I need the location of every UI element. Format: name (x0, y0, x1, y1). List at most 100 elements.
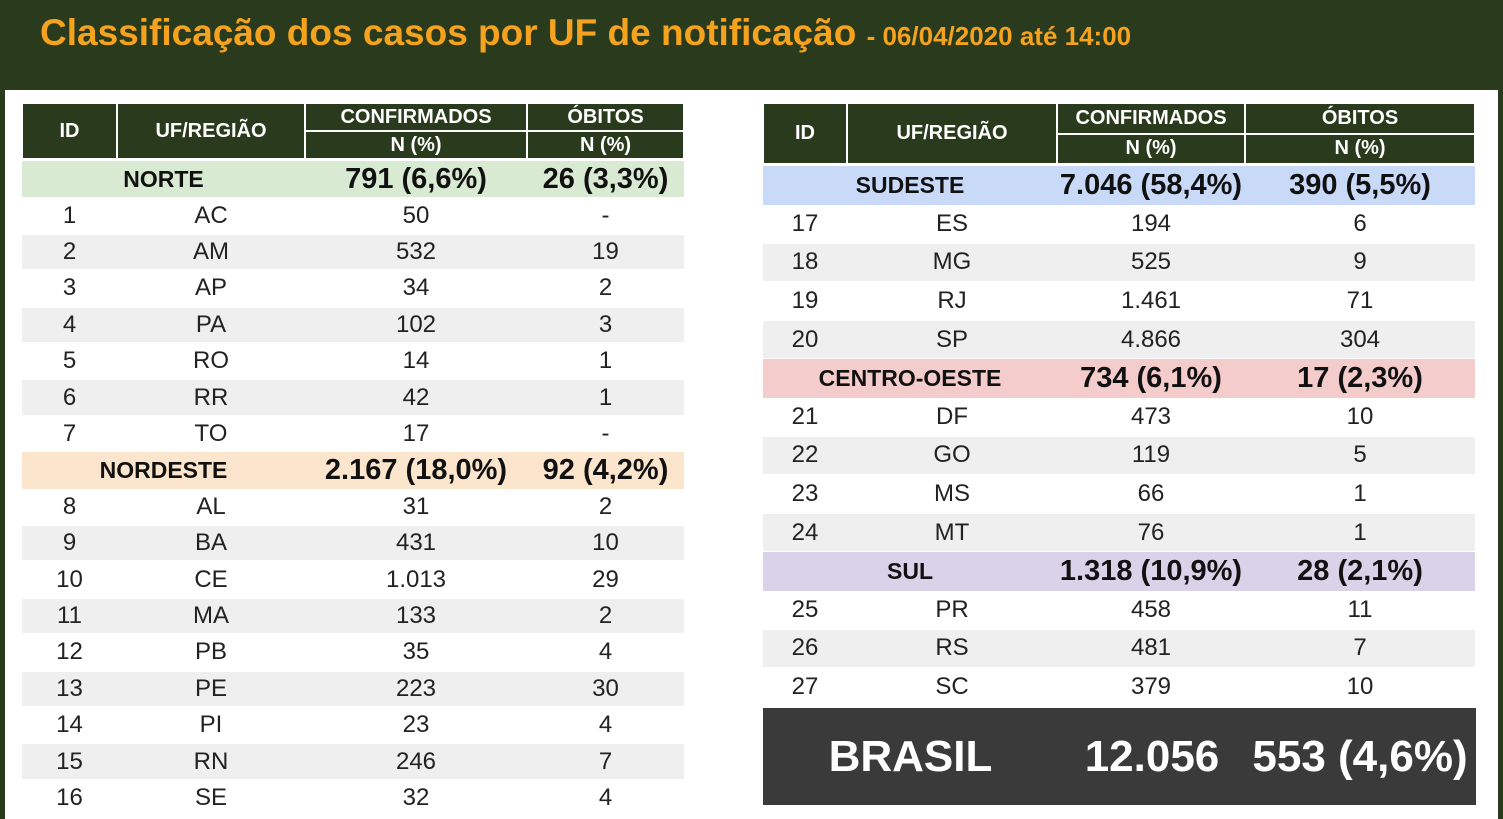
cell-uf: PI (199, 711, 223, 739)
cell-id: 6 (62, 383, 77, 411)
cell-uf: MA (193, 601, 229, 629)
cell-id: 15 (56, 747, 83, 775)
cell-uf: AP (194, 274, 227, 302)
cell-deaths: 1 (598, 347, 613, 375)
region-row (763, 166, 1475, 205)
region-confirmed: 791 (6,6%) (345, 162, 487, 195)
row-stripe (763, 321, 1475, 358)
row-stripe (22, 380, 684, 415)
cell-uf: BA (194, 529, 227, 557)
cell-confirmed: 76 (1137, 518, 1165, 546)
cell-deaths: 2 (598, 601, 613, 629)
cell-confirmed: 481 (1130, 634, 1172, 662)
cell-id: 26 (791, 634, 819, 662)
cell-uf: PE (194, 674, 227, 702)
cell-confirmed: 34 (402, 274, 430, 302)
cell-uf: DF (936, 402, 968, 430)
cell-id: 24 (791, 518, 819, 546)
cell-id: 14 (56, 711, 83, 739)
cell-id: 17 (791, 209, 819, 237)
cell-deaths: 4 (598, 783, 613, 811)
cell-confirmed: 1.461 (1120, 287, 1182, 315)
cell-id: 16 (56, 783, 83, 811)
header-id: ID (22, 103, 117, 159)
header-uf: UF/REGIÃO (117, 103, 305, 159)
header-confirmed-unit: N (%) (305, 131, 527, 159)
cell-deaths: 6 (1353, 209, 1367, 237)
title: Classificação dos casos por UF de notifi… (40, 12, 857, 53)
cell-deaths: - (601, 201, 610, 229)
cell-id: 19 (791, 287, 819, 315)
cell-deaths: 10 (1346, 673, 1374, 701)
cell-id: 2 (62, 237, 77, 265)
cell-uf: RR (193, 383, 229, 411)
cell-confirmed: 31 (402, 492, 430, 520)
cell-id: 11 (57, 601, 82, 629)
cell-id: 27 (791, 673, 819, 701)
region-deaths: 92 (4,2%) (542, 453, 669, 486)
header-id: ID (763, 103, 847, 164)
cell-id: 22 (791, 441, 819, 469)
cell-deaths: 19 (592, 237, 619, 265)
cell-uf: MS (934, 480, 970, 508)
cell-id: 18 (791, 248, 819, 276)
total-confirmed: 12.056 (1084, 731, 1220, 781)
cell-id: 13 (56, 674, 83, 702)
cell-uf: TO (194, 419, 228, 447)
cell-id: 8 (62, 492, 77, 520)
cell-confirmed: 23 (402, 711, 430, 739)
region-row (763, 552, 1475, 591)
region-row (22, 452, 684, 489)
cell-deaths: 2 (598, 274, 613, 302)
cell-deaths: 1 (1353, 480, 1367, 508)
cell-uf: RN (193, 747, 229, 775)
cell-confirmed: 35 (402, 638, 430, 666)
region-row (763, 359, 1475, 398)
row-stripe (22, 598, 684, 634)
cell-uf: PR (935, 595, 969, 623)
cell-confirmed: 102 (395, 310, 437, 338)
cell-deaths: - (601, 419, 610, 447)
cell-deaths: 1 (598, 383, 613, 411)
row-stripe (763, 630, 1475, 667)
subtitle: - 06/04/2020 até 14:00 (866, 21, 1132, 51)
header-deaths: ÓBITOS (1245, 103, 1475, 134)
cell-id: 10 (56, 565, 83, 593)
cell-confirmed: 194 (1130, 209, 1172, 237)
header-confirmed: CONFIRMADOS (1057, 103, 1245, 134)
cell-deaths: 11 (1347, 595, 1373, 623)
page-title: Classificação dos casos por UF de notifi… (40, 12, 1131, 54)
region-deaths: 26 (3,3%) (542, 162, 669, 195)
cell-id: 4 (62, 310, 77, 338)
cell-deaths: 2 (598, 492, 613, 520)
header-deaths-unit: N (%) (1245, 133, 1475, 164)
cell-uf: ES (935, 209, 968, 237)
row-stripe (763, 437, 1475, 474)
cell-deaths: 7 (1353, 634, 1367, 662)
row-stripe (22, 234, 684, 270)
cell-confirmed: 458 (1130, 595, 1172, 623)
cell-confirmed: 14 (402, 347, 430, 375)
row-stripe (22, 526, 684, 561)
row-stripe (22, 671, 684, 706)
total-deaths: 553 (4,6%) (1252, 731, 1468, 781)
cell-uf: PA (195, 310, 227, 338)
cell-confirmed: 532 (395, 237, 437, 265)
cell-confirmed: 525 (1130, 248, 1172, 276)
cell-uf: AM (193, 237, 229, 265)
cell-id: 3 (62, 274, 77, 302)
cell-confirmed: 379 (1130, 673, 1172, 701)
row-stripe (22, 307, 684, 342)
cell-confirmed: 50 (402, 201, 430, 229)
cell-uf: CE (194, 565, 228, 593)
row-stripe (763, 244, 1475, 281)
cell-confirmed: 473 (1130, 402, 1172, 430)
cell-uf: PB (194, 638, 227, 666)
cell-id: 5 (62, 347, 77, 375)
region-name: SUL (887, 557, 933, 584)
cell-id: 7 (62, 419, 77, 447)
cell-confirmed: 431 (395, 529, 437, 557)
cell-deaths: 9 (1353, 248, 1367, 276)
cell-deaths: 7 (598, 747, 613, 775)
